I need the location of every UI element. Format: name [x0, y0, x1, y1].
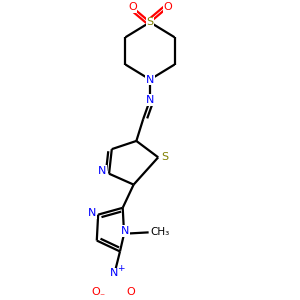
Text: O: O [128, 2, 136, 12]
Text: +: + [117, 264, 124, 273]
Text: S: S [146, 17, 154, 27]
Text: O: O [164, 2, 172, 12]
Text: N: N [88, 208, 96, 218]
Text: CH₃: CH₃ [150, 227, 169, 237]
Text: O: O [91, 287, 100, 297]
Text: N: N [146, 95, 154, 105]
Text: N: N [146, 74, 154, 85]
Text: S: S [161, 152, 169, 162]
Text: N: N [110, 268, 119, 278]
Text: N: N [98, 166, 106, 176]
Text: N: N [121, 226, 130, 236]
Text: O: O [127, 287, 135, 297]
Text: ⁻: ⁻ [99, 292, 104, 300]
